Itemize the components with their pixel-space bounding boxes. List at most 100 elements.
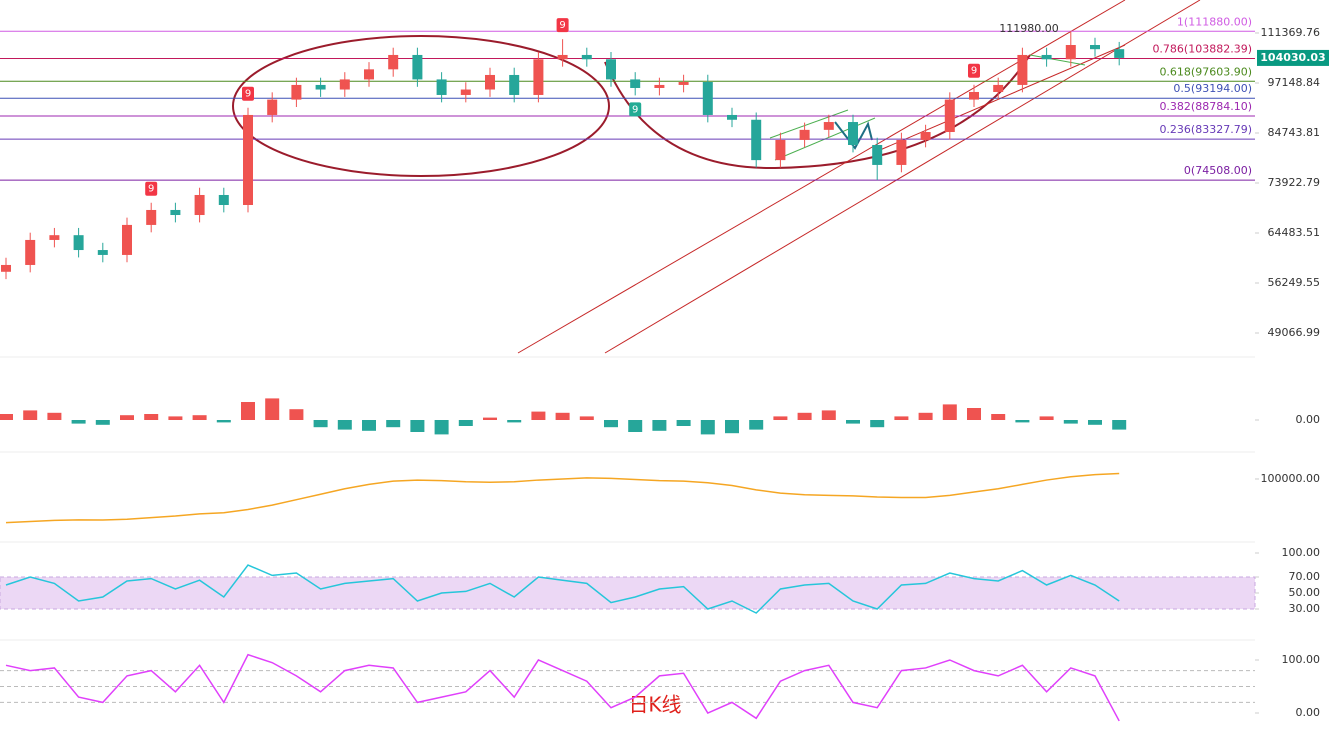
td-label: 9: [632, 104, 638, 115]
histogram-bar: [604, 420, 618, 428]
histogram-bar: [289, 409, 304, 420]
candle-body: [702, 82, 713, 115]
channel-line: [879, 44, 1126, 151]
histogram-bar: [362, 420, 376, 431]
histogram-bar: [386, 420, 401, 428]
td-marker: [556, 18, 569, 33]
y-tick-label: 50.00: [1289, 586, 1321, 599]
histogram-bar: [95, 420, 110, 425]
candle-body: [412, 54, 423, 80]
y-tick-label: 0.00: [1296, 413, 1321, 426]
candle-body: [557, 54, 568, 60]
histogram-bar: [749, 420, 764, 430]
candle-body: [1, 264, 11, 272]
candle-body: [460, 89, 471, 95]
histogram-bar: [434, 420, 449, 435]
candle-body: [630, 79, 641, 88]
histogram-bar: [700, 420, 715, 435]
histogram-bar: [918, 412, 933, 420]
last-price-label: 104030.03: [1260, 51, 1325, 64]
histogram-bar: [313, 420, 328, 428]
histogram-bar: [942, 404, 957, 420]
candle-body: [606, 59, 616, 80]
y-tick-label: 0.00: [1296, 706, 1321, 719]
histogram-bar: [120, 415, 134, 420]
histogram-bar: [47, 412, 62, 420]
candle-body: [823, 122, 834, 130]
fib-label: 0(74508.00): [1184, 164, 1252, 177]
td-label: 9: [559, 20, 565, 31]
histogram-bar: [870, 420, 885, 428]
histogram-bar: [725, 420, 739, 434]
histogram-bar: [821, 410, 836, 420]
histogram-bar: [894, 416, 909, 420]
candle-body: [533, 59, 544, 95]
candle-body: [920, 132, 931, 140]
indicator-line: [5, 472, 1120, 524]
y-tick-label: 70.00: [1289, 570, 1321, 583]
y-tick-label: 30.00: [1289, 602, 1321, 615]
histogram-bar: [507, 420, 522, 423]
candle-body: [146, 209, 157, 225]
y-tick-label: 73922.79: [1268, 176, 1321, 189]
wedge-line: [1029, 54, 1086, 66]
channel-line: [517, 0, 1126, 354]
candle-body: [73, 235, 84, 251]
td-marker: [629, 102, 642, 117]
histogram-bar: [71, 420, 86, 424]
candle-body: [436, 79, 447, 95]
candle-body: [1114, 49, 1125, 58]
td-label: 9: [245, 89, 251, 100]
y-tick-label: 84743.81: [1268, 126, 1321, 139]
fib-label: 0.618(97603.90): [1159, 65, 1252, 78]
wedge-line: [769, 109, 849, 139]
histogram-bar: [1039, 416, 1054, 420]
histogram-bar: [1063, 420, 1078, 424]
candle-body: [49, 235, 60, 240]
histogram-bar: [579, 416, 594, 420]
arc-pattern: [604, 54, 1031, 170]
histogram-bar: [483, 417, 497, 420]
arrow: [834, 121, 873, 150]
drawings: [232, 0, 1201, 354]
td-marker: [242, 86, 254, 101]
indicator-line: [5, 653, 1120, 722]
histogram-bar: [168, 416, 183, 420]
histogram-bar: [555, 412, 570, 420]
y-tick-label: 64483.51: [1268, 226, 1321, 239]
candle-body: [727, 114, 737, 120]
candle-body: [678, 82, 689, 85]
histogram-bar: [1112, 420, 1127, 430]
candle-body: [388, 54, 399, 70]
histogram-bar: [192, 415, 207, 420]
candle-body: [969, 91, 979, 100]
y-tick-label: 111369.76: [1261, 26, 1321, 39]
histogram-bar: [967, 408, 981, 420]
candle-body: [775, 139, 786, 161]
candle-body: [194, 194, 205, 216]
candle-body: [291, 84, 302, 100]
histogram-bar: [628, 420, 643, 432]
channel-line: [604, 0, 1201, 354]
indicator-line: [5, 564, 1120, 614]
candle-body: [1017, 54, 1028, 85]
fib-label: 0.5(93194.00): [1173, 82, 1252, 95]
td-marker: [145, 181, 158, 196]
histogram-bar: [337, 420, 352, 430]
candle-body: [799, 129, 810, 140]
candle-body: [25, 239, 36, 265]
histogram-bar: [241, 402, 255, 420]
band: [0, 576, 1256, 610]
candle-body: [896, 139, 907, 165]
candle-body: [1041, 54, 1052, 60]
histogram-bar: [991, 414, 1006, 420]
candle-body: [243, 114, 253, 205]
last-price-tag: [1257, 49, 1329, 66]
y-tick-label: 100000.00: [1261, 472, 1321, 485]
panel-label: 日K线: [628, 693, 681, 717]
candle-body: [993, 84, 1004, 92]
candle-body: [751, 119, 762, 161]
histogram-bar: [797, 412, 812, 420]
